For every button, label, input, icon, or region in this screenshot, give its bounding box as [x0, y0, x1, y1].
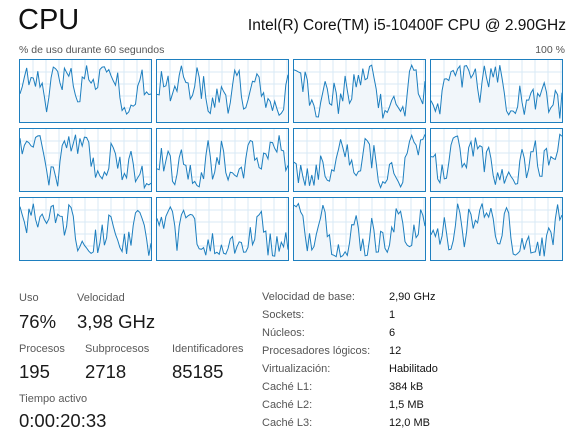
- cpu-model-name: Intel(R) Core(TM) i5-10400F CPU @ 2.90GH…: [247, 17, 566, 34]
- usage-trace: [157, 198, 288, 260]
- usage-trace: [294, 198, 425, 260]
- info-key: Procesadores lógicos:: [262, 345, 371, 357]
- logical-processor-graph: [430, 128, 563, 192]
- procesos-value: 195: [19, 361, 50, 382]
- logical-processor-graph: [293, 197, 426, 261]
- usage-trace: [431, 129, 562, 191]
- graph-caption: % de uso durante 60 segundos: [19, 44, 165, 56]
- logical-processor-graph: [19, 197, 152, 261]
- usage-trace: [20, 198, 151, 260]
- info-value: 12: [389, 345, 402, 357]
- info-row-virtualization: Virtualización: Habilitado: [262, 363, 562, 381]
- info-value: 6: [389, 327, 396, 339]
- info-row-sockets: Sockets: 1: [262, 309, 562, 327]
- usage-trace: [294, 60, 425, 122]
- info-key: Velocidad de base:: [262, 291, 355, 303]
- usage-trace: [157, 60, 288, 122]
- info-key: Sockets:: [262, 309, 305, 321]
- logical-processor-graph: [156, 197, 289, 261]
- tiempo-activo-value: 0:00:20:33: [19, 410, 107, 431]
- usage-trace: [294, 129, 425, 191]
- logical-processor-graph: [156, 128, 289, 192]
- procesos-label: Procesos: [19, 343, 65, 355]
- info-key: Caché L3:: [262, 417, 313, 429]
- info-row-cache-l3: Caché L3: 12,0 MB: [262, 417, 562, 435]
- uso-label: Uso: [19, 292, 39, 304]
- info-value: 1: [389, 309, 396, 321]
- subprocesos-value: 2718: [85, 361, 127, 382]
- tiempo-activo-label: Tiempo activo: [19, 393, 88, 405]
- info-row-cores: Núcleos: 6: [262, 327, 562, 345]
- logical-processor-graph: [293, 59, 426, 123]
- identificadores-value: 85185: [172, 361, 224, 382]
- info-value: 1,5 MB: [389, 399, 424, 411]
- usage-trace: [20, 129, 151, 191]
- usage-trace: [157, 129, 288, 191]
- logical-processor-graph: [430, 59, 563, 123]
- info-value: 384 kB: [389, 381, 424, 393]
- info-row-logical-processors: Procesadores lógicos: 12: [262, 345, 562, 363]
- info-key: Virtualización:: [262, 363, 331, 375]
- info-row-base-speed: Velocidad de base: 2,90 GHz: [262, 291, 562, 309]
- graph-max-label: 100 %: [535, 44, 565, 56]
- info-key: Caché L1:: [262, 381, 313, 393]
- page-title: CPU: [18, 4, 80, 36]
- logical-processor-graph: [156, 59, 289, 123]
- logical-processor-graph: [19, 128, 152, 192]
- usage-trace: [431, 60, 562, 122]
- logical-processor-graphs[interactable]: [19, 59, 564, 264]
- info-row-cache-l2: Caché L2: 1,5 MB: [262, 399, 562, 417]
- identificadores-label: Identificadores: [172, 343, 244, 355]
- subprocesos-label: Subprocesos: [85, 343, 150, 355]
- info-key: Núcleos:: [262, 327, 305, 339]
- usage-trace: [431, 198, 562, 260]
- info-value: 2,90 GHz: [389, 291, 436, 303]
- uso-value: 76%: [19, 311, 57, 332]
- velocidad-value: 3,98 GHz: [77, 311, 156, 332]
- usage-trace: [20, 60, 151, 122]
- info-key: Caché L2:: [262, 399, 313, 411]
- info-row-cache-l1: Caché L1: 384 kB: [262, 381, 562, 399]
- logical-processor-graph: [19, 59, 152, 123]
- logical-processor-graph: [430, 197, 563, 261]
- info-value: Habilitado: [389, 363, 438, 375]
- info-value: 12,0 MB: [389, 417, 430, 429]
- velocidad-label: Velocidad: [77, 292, 125, 304]
- logical-processor-graph: [293, 128, 426, 192]
